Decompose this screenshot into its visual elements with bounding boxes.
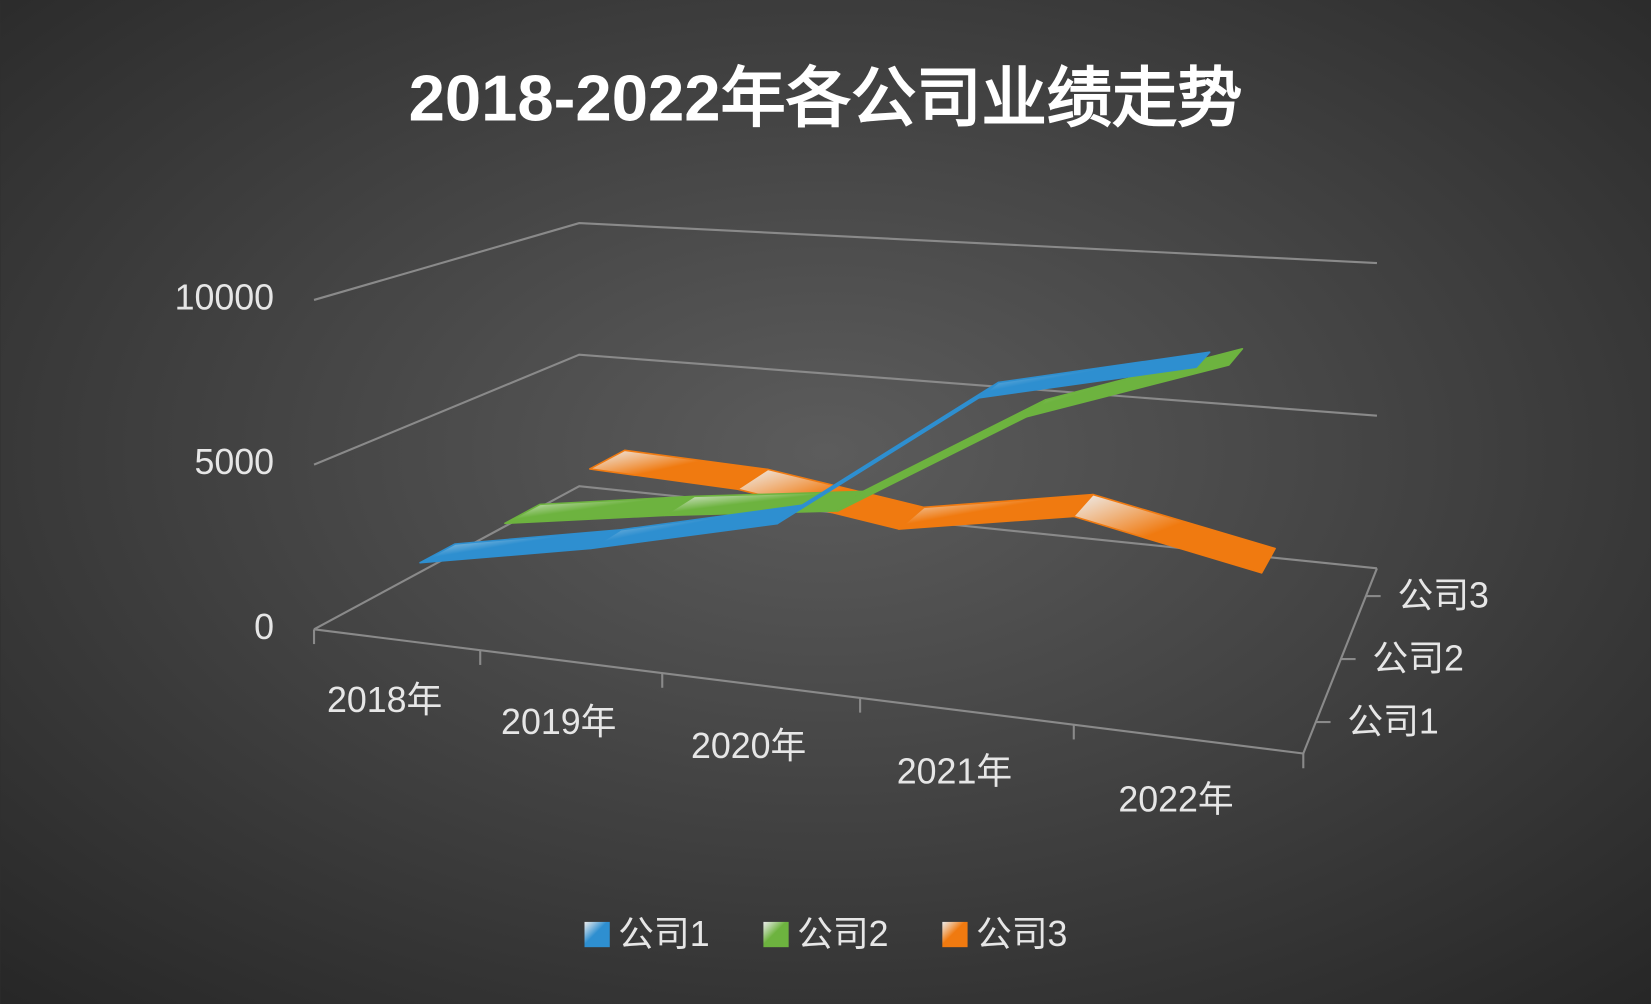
legend-label: 公司3: [976, 914, 1067, 954]
depth-tick-label: 公司1: [1347, 702, 1438, 742]
x-tick-label: 2022年: [1118, 779, 1233, 819]
depth-tick-label: 公司3: [1397, 576, 1488, 616]
x-tick-label: 2018年: [327, 680, 442, 720]
legend-label: 公司2: [797, 914, 888, 954]
legend-swatch: [584, 921, 610, 948]
y-tick-label: 10000: [175, 277, 274, 317]
grid-line: [313, 485, 1378, 631]
line-ribbon: [1072, 493, 1276, 574]
legend: 公司1 公司2 公司3: [584, 914, 1067, 954]
legend-label: 公司1: [618, 914, 709, 954]
y-tick-label: 0: [254, 607, 274, 647]
x-tick-label: 2021年: [897, 752, 1012, 792]
chart-title: 2018-2022年各公司业绩走势: [409, 61, 1243, 134]
x-tick-label: 2019年: [501, 702, 616, 742]
x-tick-label: 2020年: [691, 726, 806, 766]
legend-swatch: [763, 921, 789, 948]
legend-swatch: [942, 921, 968, 948]
depth-tick-label: 公司2: [1372, 639, 1463, 679]
line-ribbon: [978, 351, 1211, 399]
grid-line: [313, 222, 1378, 301]
y-tick-label: 5000: [194, 442, 274, 482]
